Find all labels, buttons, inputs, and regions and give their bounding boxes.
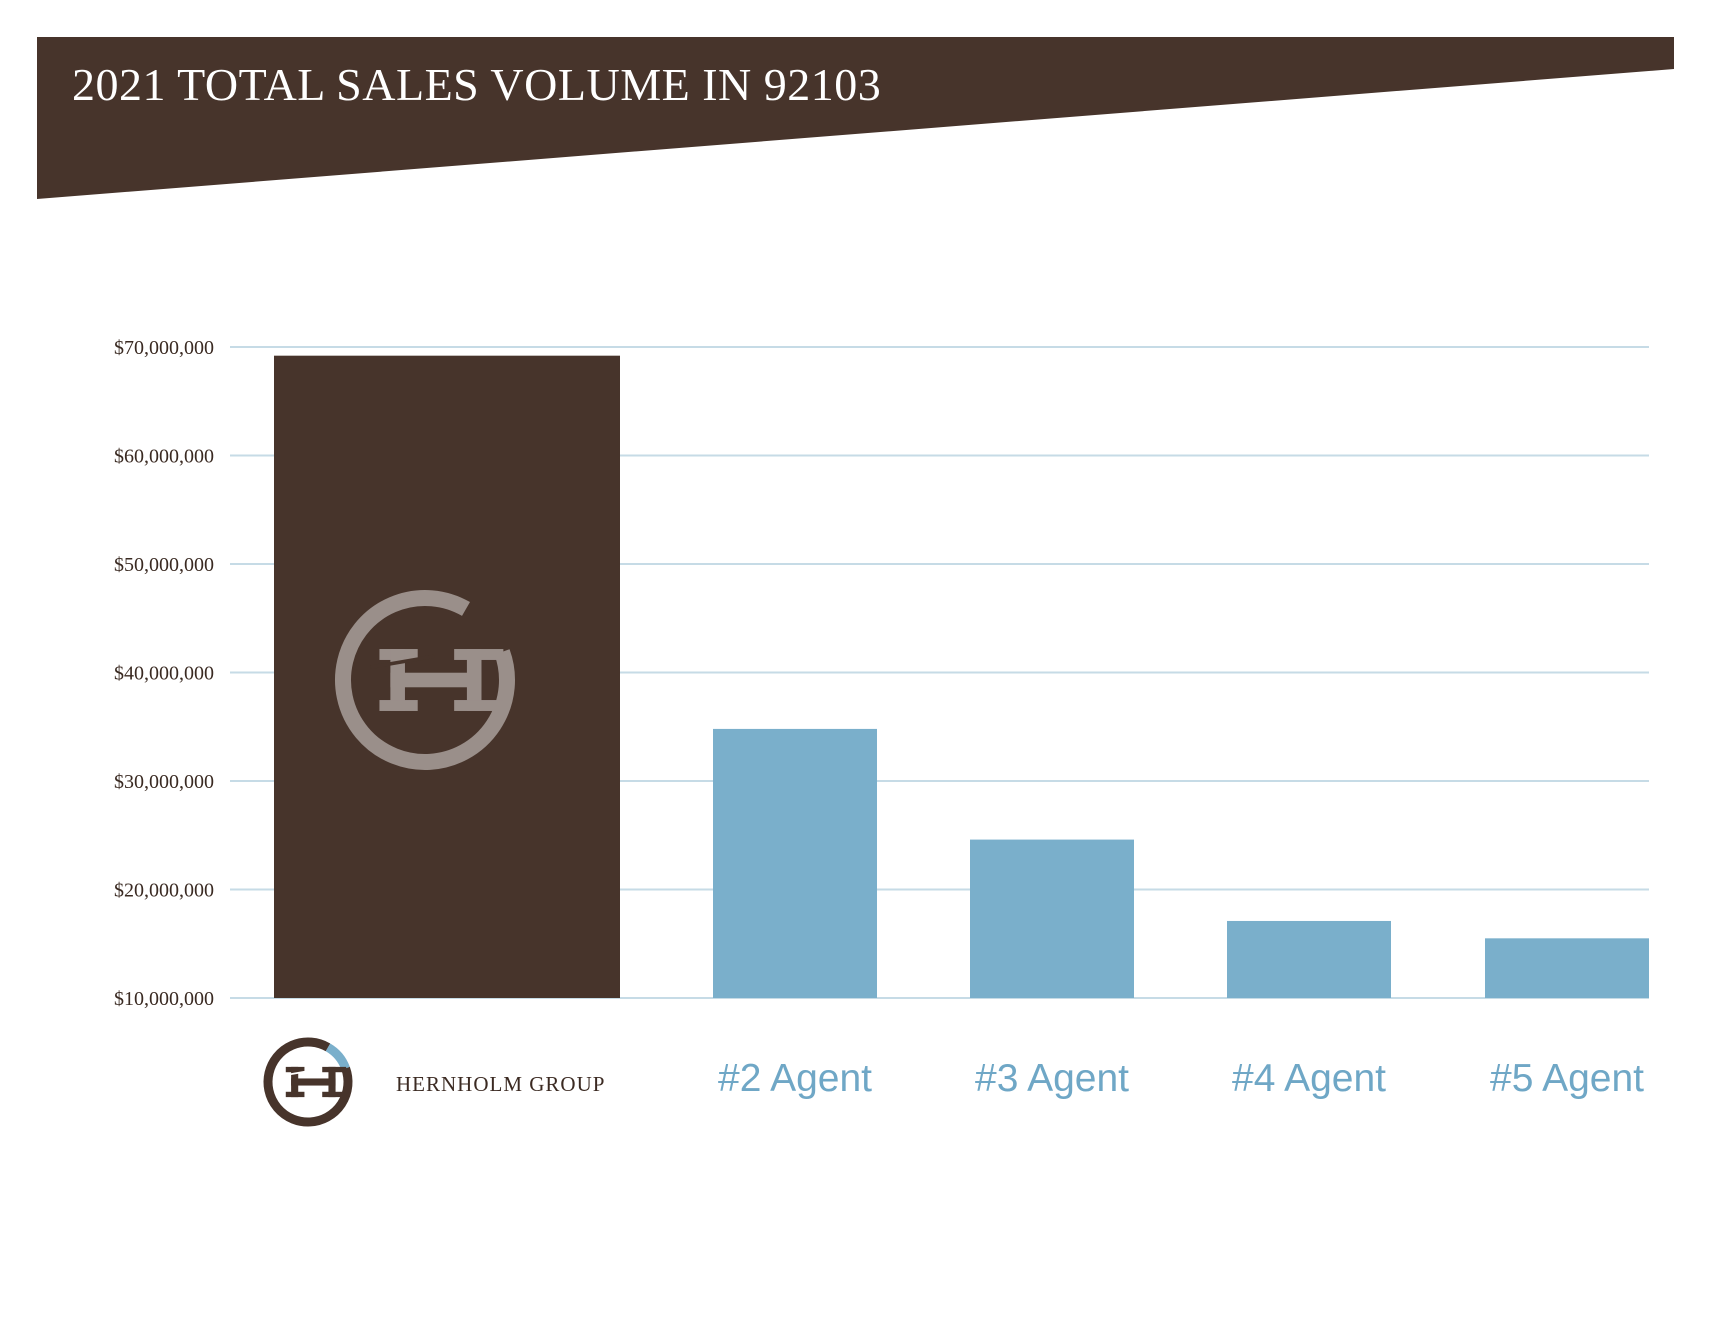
x-axis-category-labels: HERNHOLM GROUP #2 Agent #3 Agent #4 Agent #5… <box>263 1037 1644 1127</box>
title-banner-shape <box>37 37 1674 199</box>
logo-h-stroke <box>390 672 482 688</box>
y-tick-label: $40,000,000 <box>114 663 214 685</box>
bar <box>713 728 877 998</box>
logo-h-stroke <box>285 1091 305 1098</box>
y-tick-label: $70,000,000 <box>114 337 214 359</box>
x-category-label: #2 Agent <box>718 1057 872 1100</box>
y-tick-label: $30,000,000 <box>114 771 214 793</box>
x-category-label: #4 Agent <box>1232 1057 1386 1100</box>
logo-h-stroke <box>291 1078 336 1086</box>
logo-h-stroke <box>454 700 504 711</box>
logo-slash <box>370 654 435 670</box>
title-banner <box>37 37 1674 199</box>
y-tick-label: $60,000,000 <box>114 446 214 468</box>
bar <box>1227 920 1391 998</box>
bar <box>970 839 1134 998</box>
y-tick-label: $50,000,000 <box>114 554 214 576</box>
y-axis-tick-labels: $10,000,000 $20,000,000 $30,000,000 $40,000… <box>114 337 214 1010</box>
y-tick-label: $20,000,000 <box>114 880 214 902</box>
logo-ring <box>263 1037 353 1127</box>
x-category-label: #5 Agent <box>1490 1057 1644 1100</box>
y-tick-label: $10,000,000 <box>114 988 214 1010</box>
x-category-label: #3 Agent <box>975 1057 1129 1100</box>
logo-slash <box>281 1069 313 1077</box>
bar <box>1485 938 1649 998</box>
chart-title: 2021 TOTAL SALES VOLUME IN 92103 <box>72 59 882 110</box>
hernholm-logo-icon <box>263 1037 353 1127</box>
logo-ring-accent <box>325 1043 350 1071</box>
x-label-hernholm-group: HERNHOLM GROUP <box>396 1072 605 1096</box>
logo-h-stroke <box>322 1091 347 1098</box>
logo-h-stroke <box>379 700 418 711</box>
logo-ring <box>335 590 515 770</box>
bar-logo-watermark-icon <box>335 590 515 770</box>
